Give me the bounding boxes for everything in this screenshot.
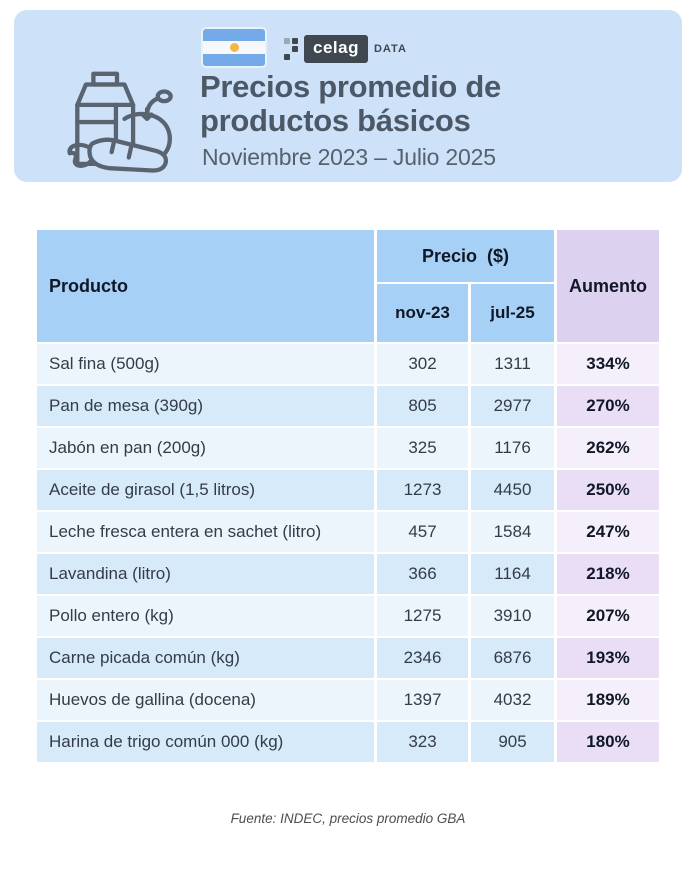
- product-cell: Carne picada común (kg): [37, 638, 374, 678]
- title-line-2: productos básicos: [200, 103, 471, 138]
- price-nov-cell: 1275: [377, 596, 468, 636]
- source-note: Fuente: INDEC, precios promedio GBA: [230, 811, 466, 826]
- price-nov-cell: 805: [377, 386, 468, 426]
- price-jul-cell: 4032: [471, 680, 554, 720]
- product-cell: Huevos de gallina (docena): [37, 680, 374, 720]
- price-jul-cell: 1311: [471, 344, 554, 384]
- price-nov-cell: 457: [377, 512, 468, 552]
- aumento-cell: 193%: [557, 638, 659, 678]
- flag-sun-icon: [229, 42, 239, 52]
- product-cell: Aceite de girasol (1,5 litros): [37, 470, 374, 510]
- aumento-cell: 207%: [557, 596, 659, 636]
- aumento-cell: 189%: [557, 680, 659, 720]
- flag-stripe-middle: [203, 41, 265, 54]
- price-jul-cell: 1176: [471, 428, 554, 468]
- aumento-cell: 180%: [557, 722, 659, 762]
- flag-stripe-bottom: [203, 53, 265, 66]
- price-jul-cell: 4450: [471, 470, 554, 510]
- aumento-cell: 250%: [557, 470, 659, 510]
- price-nov-cell: 366: [377, 554, 468, 594]
- column-header-precio: Precio ($): [377, 230, 554, 282]
- product-cell: Jabón en pan (200g): [37, 428, 374, 468]
- aumento-cell: 262%: [557, 428, 659, 468]
- argentina-flag-icon: [203, 29, 265, 66]
- product-cell: Pollo entero (kg): [37, 596, 374, 636]
- price-table: Producto Precio ($) nov-23 jul-25 Aument…: [37, 230, 659, 762]
- product-cell: Pan de mesa (390g): [37, 386, 374, 426]
- price-nov-cell: 323: [377, 722, 468, 762]
- price-jul-cell: 2977: [471, 386, 554, 426]
- header-banner: celag DATA Precios promedio de productos…: [14, 10, 682, 182]
- product-cell: Sal fina (500g): [37, 344, 374, 384]
- price-jul-cell: 1584: [471, 512, 554, 552]
- price-nov-cell: 302: [377, 344, 468, 384]
- column-header-producto: Producto: [37, 230, 374, 342]
- product-cell: Harina de trigo común 000 (kg): [37, 722, 374, 762]
- aumento-cell: 218%: [557, 554, 659, 594]
- flag-stripe-top: [203, 29, 265, 42]
- price-nov-cell: 1273: [377, 470, 468, 510]
- logo-brand: celag: [304, 35, 368, 63]
- price-jul-cell: 6876: [471, 638, 554, 678]
- celag-data-logo: celag DATA: [284, 34, 407, 64]
- column-header-aumento: Aumento: [557, 230, 659, 342]
- logo-pixel-icon: [284, 38, 298, 60]
- title-line-1: Precios promedio de: [200, 69, 501, 104]
- aumento-cell: 334%: [557, 344, 659, 384]
- product-cell: Leche fresca entera en sachet (litro): [37, 512, 374, 552]
- logo-suffix: DATA: [373, 43, 407, 55]
- column-header-nov-23: nov-23: [377, 284, 468, 342]
- price-nov-cell: 325: [377, 428, 468, 468]
- column-header-jul-25: jul-25: [471, 284, 554, 342]
- aumento-cell: 270%: [557, 386, 659, 426]
- groceries-icon: [67, 71, 173, 173]
- price-nov-cell: 2346: [377, 638, 468, 678]
- aumento-cell: 247%: [557, 512, 659, 552]
- price-nov-cell: 1397: [377, 680, 468, 720]
- price-jul-cell: 1164: [471, 554, 554, 594]
- price-jul-cell: 3910: [471, 596, 554, 636]
- product-cell: Lavandina (litro): [37, 554, 374, 594]
- price-jul-cell: 905: [471, 722, 554, 762]
- page-subtitle: Noviembre 2023 – Julio 2025: [202, 144, 496, 170]
- page-title: Precios promedio de productos básicos: [200, 70, 501, 138]
